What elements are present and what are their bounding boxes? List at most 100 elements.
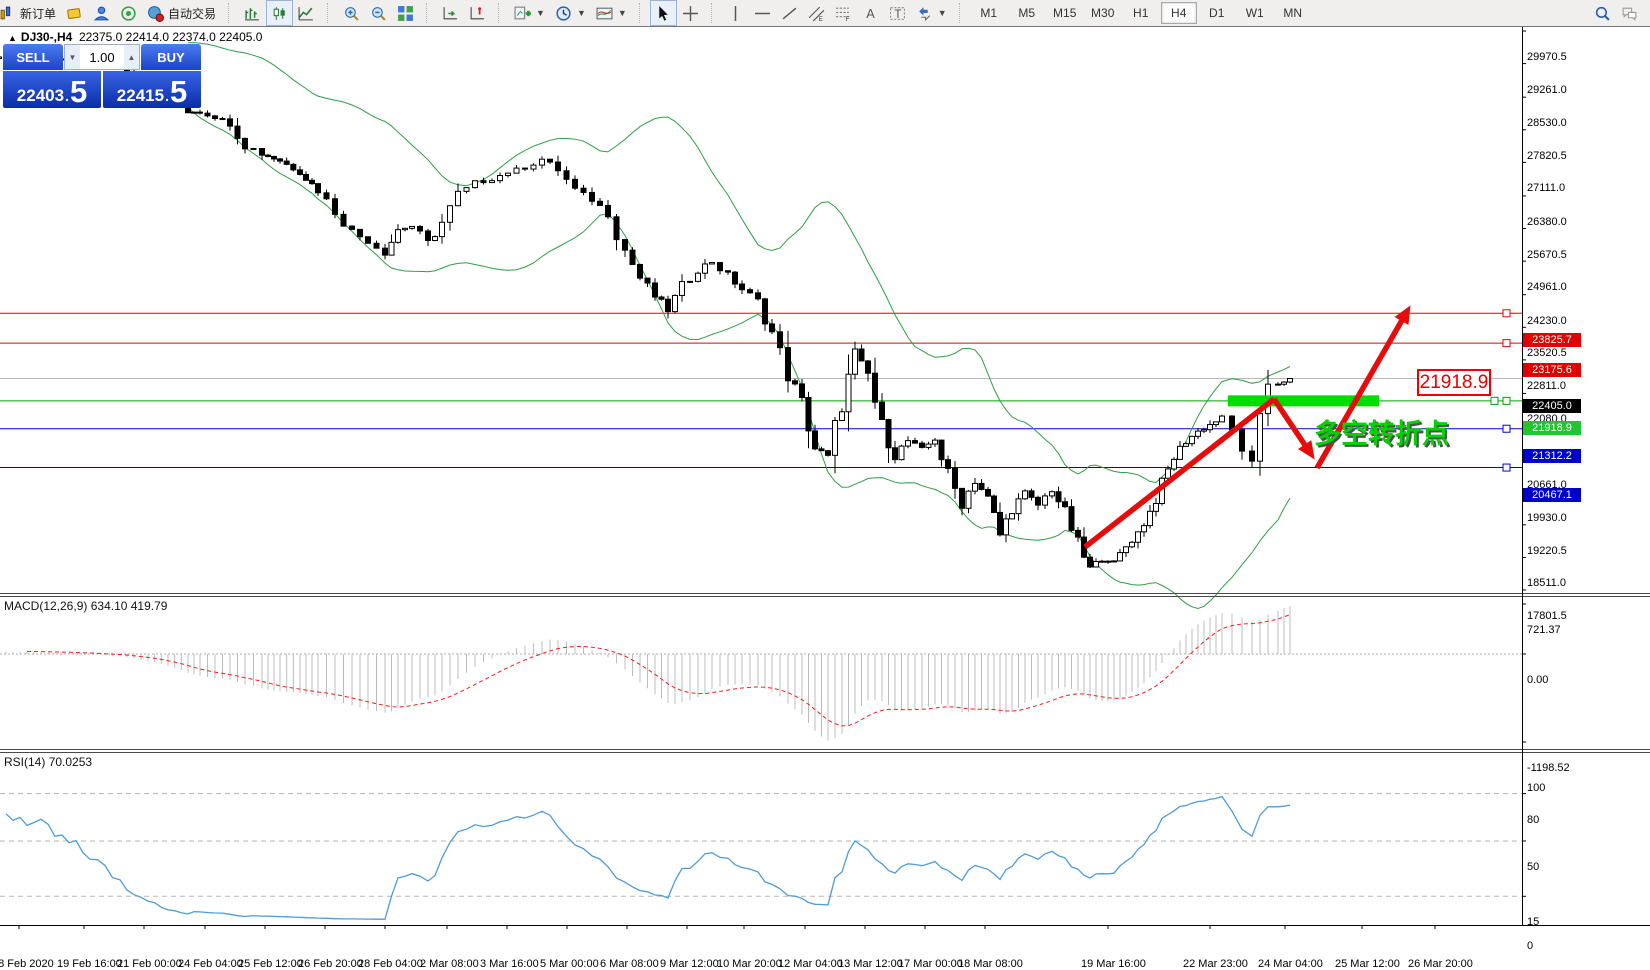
- template-icon: [596, 7, 613, 19]
- buy-price-dot: .: [165, 88, 169, 104]
- autotrading-button[interactable]: 自动交易: [142, 0, 221, 26]
- candlestick-chart-button[interactable]: [266, 0, 294, 26]
- support-zone-bar[interactable]: [1228, 395, 1379, 407]
- timeframe-button-h4[interactable]: H4: [1160, 2, 1197, 24]
- axis-tick-label: 18511.0: [1527, 577, 1566, 590]
- axis-tick-label: 29261.0: [1527, 83, 1567, 96]
- new-order-label: 新订单: [20, 6, 57, 21]
- line-handle[interactable]: [1502, 396, 1511, 405]
- time-axis-label: 25 Feb 12:00: [238, 958, 303, 970]
- templates-button[interactable]: ▼: [591, 0, 632, 26]
- trendline-button[interactable]: [776, 0, 803, 26]
- timeframe-button-h1[interactable]: H1: [1133, 6, 1149, 20]
- one-click-trading-widget: SELL ▼ ▲ BUY 22403.5 22415.5: [3, 44, 201, 108]
- bar-chart-button[interactable]: [239, 0, 266, 26]
- sell-price[interactable]: 22403. 5: [3, 71, 101, 108]
- time-axis-label: 26 Mar 20:00: [1408, 958, 1473, 970]
- line-handle[interactable]: [1502, 309, 1511, 318]
- timeframe-button-m1[interactable]: M1: [980, 6, 998, 20]
- price-callout[interactable]: 21918.9: [1417, 369, 1491, 396]
- chart-canvas[interactable]: [0, 0, 1650, 948]
- chart-window[interactable]: ▲ DJ30-,H4 22375.0 22414.0 22374.0 22405.…: [0, 26, 1650, 970]
- timeframe-button-w1[interactable]: W1: [1245, 6, 1264, 20]
- chart-shift-button[interactable]: [464, 0, 491, 26]
- axis-tick-label: 721.37: [1527, 624, 1561, 636]
- axis-tick-label: 29970.5: [1527, 51, 1567, 63]
- auto-scroll-button[interactable]: [437, 0, 464, 26]
- time-axis-label: 6 Mar 08:00: [600, 958, 659, 970]
- timeframe-button-m15[interactable]: M15: [1053, 6, 1077, 20]
- sell-button[interactable]: SELL: [3, 44, 63, 70]
- crosshair-button[interactable]: [677, 0, 704, 26]
- timeframe-button-mn[interactable]: MN: [1283, 6, 1303, 20]
- sell-price-main: 22403: [16, 86, 65, 105]
- buy-button[interactable]: BUY: [141, 44, 201, 70]
- volume-decrease-button[interactable]: ▼: [65, 45, 80, 69]
- turning-point-note[interactable]: 多空转折点: [1314, 419, 1449, 449]
- line-handle[interactable]: [1502, 463, 1511, 472]
- volume-increase-button[interactable]: ▲: [124, 45, 139, 69]
- sell-price-dot: .: [65, 88, 69, 104]
- cursor-button[interactable]: [649, 0, 677, 26]
- time-axis-label: 10 Mar 20:00: [717, 958, 782, 970]
- crosshair-icon: [682, 5, 698, 21]
- tile-windows-button[interactable]: [392, 0, 419, 26]
- horizontal-lines-layer[interactable]: [0, 309, 1522, 472]
- line-handle[interactable]: [1502, 339, 1511, 348]
- ohlc-values: 22375.0 22414.0 22374.0 22405.0: [78, 30, 263, 44]
- timeframe-button-m5[interactable]: M5: [1018, 6, 1036, 20]
- symbol-period: DJ30-,H4: [20, 30, 73, 44]
- buy-price-big: 5: [169, 74, 188, 109]
- signals-button[interactable]: [115, 0, 142, 26]
- zoom-out-icon: [372, 6, 386, 21]
- toolbar-separator: [710, 3, 717, 23]
- sell-price-big: 5: [69, 74, 88, 109]
- zoom-in-button[interactable]: [338, 0, 365, 26]
- rsi-label: RSI(14) 70.0253: [4, 755, 93, 769]
- zoom-out-button[interactable]: [365, 0, 392, 26]
- axis-tick-label: 25670.5: [1527, 248, 1567, 261]
- timeframe-button-d1[interactable]: D1: [1209, 6, 1225, 20]
- periods-button[interactable]: ▼: [550, 0, 591, 26]
- text-label-icon: T: [889, 6, 905, 20]
- time-axis-label: 3 Mar 16:00: [480, 958, 539, 970]
- bollinger-upper-band: [187, 42, 1291, 484]
- time-axis-label: 19 Mar 16:00: [1081, 958, 1146, 970]
- search-icon[interactable]: [1594, 5, 1611, 22]
- text-label-button[interactable]: T: [884, 0, 911, 26]
- vertical-line-button[interactable]: [722, 0, 749, 26]
- indicators-button[interactable]: ▼: [509, 0, 550, 26]
- axis-tick-label: 0.00: [1527, 674, 1549, 686]
- fibonacci-button[interactable]: F: [830, 0, 857, 26]
- callout-handle[interactable]: [1490, 396, 1499, 405]
- axis-tick-label: 27111.0: [1527, 182, 1566, 195]
- dropdown-caret: ▼: [617, 8, 627, 18]
- buy-price[interactable]: 22415. 5: [103, 71, 201, 108]
- toolbar-separator: [958, 3, 965, 23]
- price-badge: 23175.6: [1523, 363, 1581, 378]
- timeframe-button-m30[interactable]: M30: [1091, 6, 1115, 20]
- line-handle[interactable]: [1502, 424, 1511, 433]
- time-axis-label: 24 Mar 04:00: [1258, 958, 1323, 970]
- axis-tick-label: 23520.5: [1527, 347, 1567, 360]
- tile-windows-icon: [398, 5, 413, 21]
- axis-tick-label: 0: [1527, 940, 1534, 952]
- channel-button[interactable]: E: [803, 0, 830, 26]
- mql-editor-button[interactable]: [61, 0, 88, 26]
- community-button[interactable]: [88, 0, 115, 26]
- trend-zigzag-arrows[interactable]: [1083, 305, 1411, 550]
- new-order-button[interactable]: 新订单: [0, 0, 61, 26]
- horizontal-line-button[interactable]: [749, 0, 776, 26]
- time-axis-label: 26 Feb 20:00: [298, 958, 363, 970]
- line-chart-button[interactable]: [293, 0, 320, 26]
- cursor-icon: [659, 5, 668, 21]
- text-button[interactable]: A: [857, 0, 884, 26]
- text-icon: A: [866, 5, 875, 20]
- chart-shift-icon: [470, 6, 484, 19]
- volume-input[interactable]: [80, 45, 124, 69]
- chat-icon[interactable]: [1621, 5, 1638, 22]
- svg-text:F: F: [845, 15, 849, 21]
- vertical-line-icon: [734, 5, 737, 21]
- time-axis-label: 2 Mar 08:00: [420, 958, 479, 970]
- arrows-button[interactable]: ▼: [911, 0, 952, 26]
